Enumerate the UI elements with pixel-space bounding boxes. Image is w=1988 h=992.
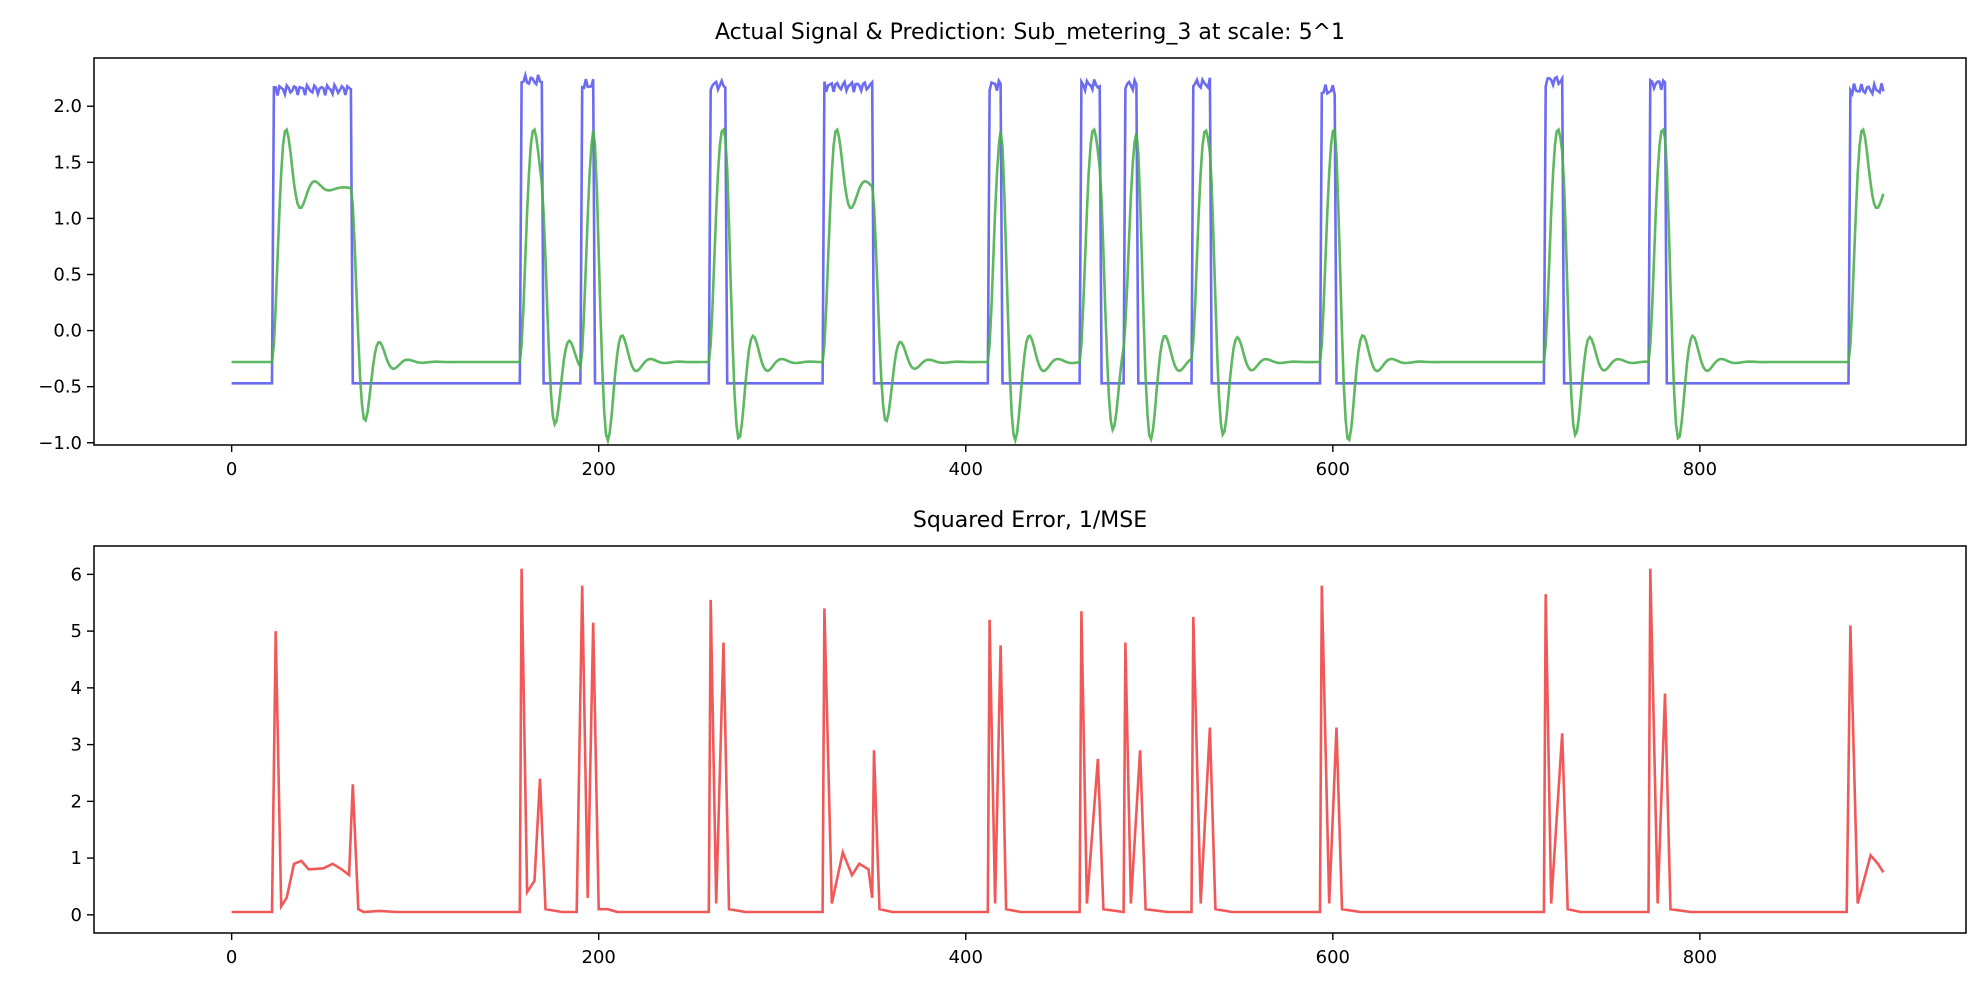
top-y-tick-label: −0.5 xyxy=(38,377,82,398)
top-x-tick-label: 600 xyxy=(1316,459,1350,480)
top-y-tick-label: 0.0 xyxy=(53,321,82,342)
bottom-y-tick-label: 4 xyxy=(71,678,82,699)
top-x-tick-label: 800 xyxy=(1683,459,1717,480)
top-chart-title: Actual Signal & Prediction: Sub_metering… xyxy=(715,20,1345,45)
bottom-axes-frame xyxy=(93,545,1967,934)
bottom-y-tick-label: 2 xyxy=(71,791,82,812)
bottom-chart-title: Squared Error, 1/MSE xyxy=(913,508,1147,533)
top-y-tick-label: 1.5 xyxy=(53,152,82,173)
bottom-y-tick-label: 1 xyxy=(71,848,82,869)
top-x-tick-label: 400 xyxy=(949,459,983,480)
bottom-x-tick-label: 0 xyxy=(226,947,237,968)
top-y-tick-label: 2.0 xyxy=(53,96,82,117)
prediction-line xyxy=(231,126,1885,446)
top-y-tick-label: 1.0 xyxy=(53,208,82,229)
bottom-y-tick-label: 5 xyxy=(71,621,82,642)
bottom-x-tick-label: 400 xyxy=(949,947,983,968)
actual-signal-line xyxy=(231,70,1885,385)
bottom-y-tick-label: 0 xyxy=(71,905,82,926)
top-subplot: Actual Signal & Prediction: Sub_metering… xyxy=(38,20,1967,480)
bottom-x-tick-label: 200 xyxy=(582,947,616,968)
top-y-ticks: −1.0 −0.5 0.0 0.5 1.0 1.5 2.0 xyxy=(38,96,94,454)
bottom-subplot: Squared Error, 1/MSE 0 200 400 600 800 0 1 2 3 4… xyxy=(71,508,1967,968)
bottom-y-tick-label: 6 xyxy=(71,564,82,585)
bottom-plot-area xyxy=(231,568,1885,914)
bottom-y-tick-label: 3 xyxy=(71,735,82,756)
squared-error-line xyxy=(231,568,1885,914)
bottom-y-ticks: 0 1 2 3 4 5 6 xyxy=(71,564,94,926)
top-x-tick-label: 0 xyxy=(226,459,237,480)
top-y-tick-label: −1.0 xyxy=(38,433,82,454)
top-axes-frame xyxy=(93,57,1967,446)
top-x-ticks: 0 200 400 600 800 xyxy=(226,445,1717,480)
bottom-x-tick-label: 800 xyxy=(1683,947,1717,968)
top-x-tick-label: 200 xyxy=(582,459,616,480)
bottom-x-ticks: 0 200 400 600 800 xyxy=(226,933,1717,968)
top-y-tick-label: 0.5 xyxy=(53,264,82,285)
bottom-x-tick-label: 600 xyxy=(1316,947,1350,968)
top-plot-area xyxy=(231,70,1885,446)
